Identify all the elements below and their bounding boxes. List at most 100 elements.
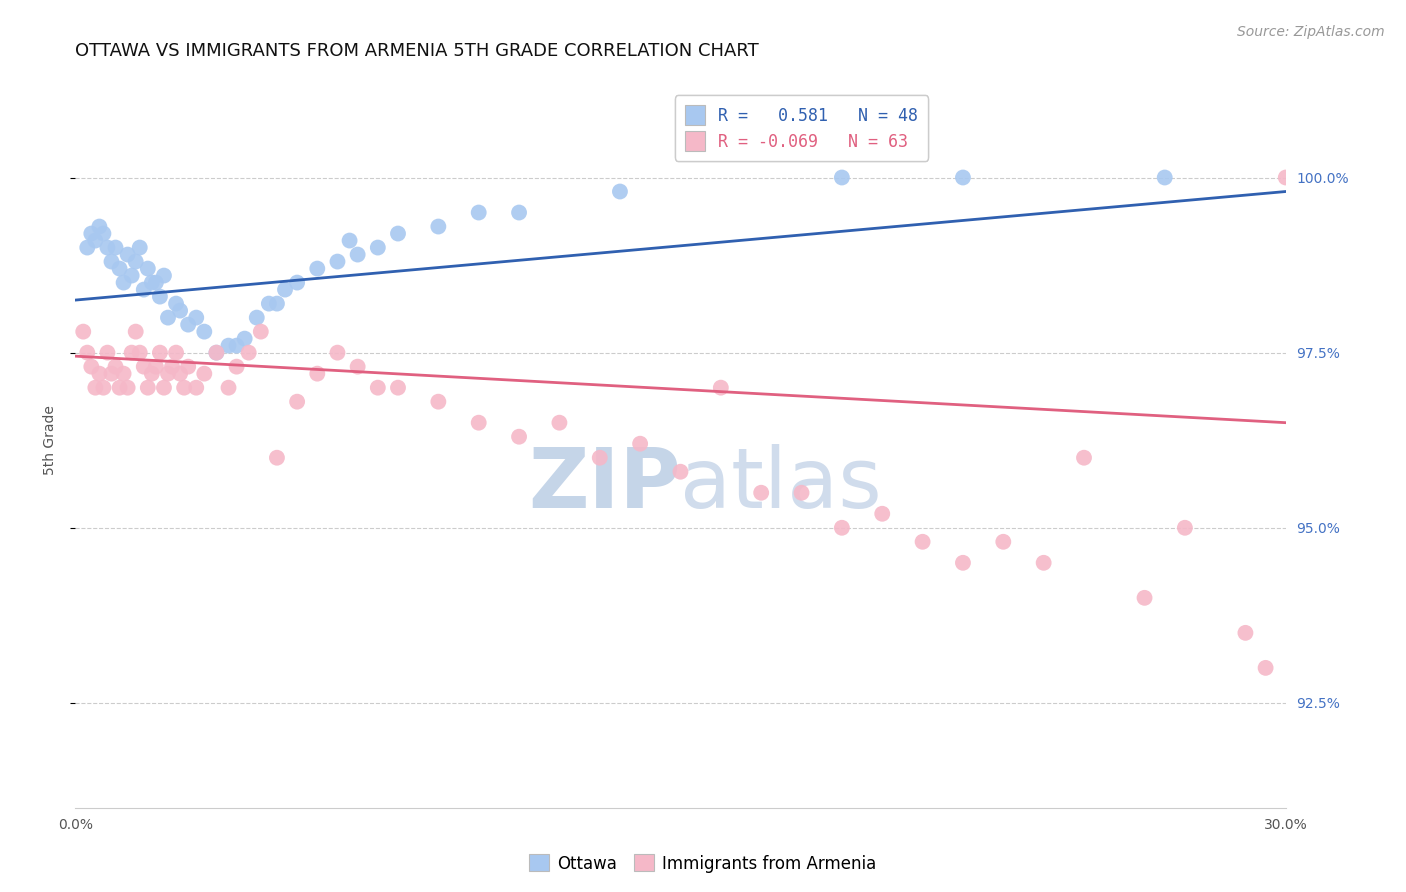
Point xyxy=(427,394,450,409)
Point xyxy=(193,367,215,381)
Point xyxy=(149,345,172,359)
Point xyxy=(125,325,148,339)
Point xyxy=(307,261,329,276)
Point xyxy=(156,367,179,381)
Point xyxy=(274,283,297,297)
Point xyxy=(80,227,103,241)
Point xyxy=(367,241,389,255)
Point xyxy=(104,241,127,255)
Point xyxy=(218,381,240,395)
Point xyxy=(1274,170,1296,185)
Point xyxy=(326,345,349,359)
Point xyxy=(80,359,103,374)
Point xyxy=(790,485,813,500)
Point xyxy=(153,381,176,395)
Point xyxy=(1073,450,1095,465)
Point xyxy=(285,394,308,409)
Point xyxy=(93,227,115,241)
Point xyxy=(72,325,94,339)
Text: atlas: atlas xyxy=(681,444,882,524)
Point xyxy=(169,367,191,381)
Point xyxy=(831,170,853,185)
Point xyxy=(112,367,135,381)
Point xyxy=(186,381,208,395)
Point xyxy=(952,170,974,185)
Point xyxy=(589,450,612,465)
Point xyxy=(339,234,361,248)
Point xyxy=(145,359,167,374)
Text: OTTAWA VS IMMIGRANTS FROM ARMENIA 5TH GRADE CORRELATION CHART: OTTAWA VS IMMIGRANTS FROM ARMENIA 5TH GR… xyxy=(75,42,759,60)
Point xyxy=(266,450,288,465)
Point xyxy=(136,381,159,395)
Point xyxy=(710,381,733,395)
Point xyxy=(831,521,853,535)
Point xyxy=(104,359,127,374)
Point xyxy=(508,430,530,444)
Point xyxy=(326,254,349,268)
Point xyxy=(1153,170,1175,185)
Point xyxy=(218,338,240,352)
Point xyxy=(128,241,150,255)
Point xyxy=(225,359,247,374)
Point xyxy=(177,359,200,374)
Point xyxy=(870,507,893,521)
Point xyxy=(609,185,631,199)
Point xyxy=(117,247,139,261)
Point xyxy=(149,290,172,304)
Point xyxy=(387,381,409,395)
Point xyxy=(238,345,260,359)
Text: ZIP: ZIP xyxy=(529,444,681,524)
Point xyxy=(96,241,118,255)
Point xyxy=(89,219,111,234)
Point xyxy=(136,261,159,276)
Point xyxy=(156,310,179,325)
Point xyxy=(1032,556,1054,570)
Point xyxy=(1133,591,1156,605)
Point xyxy=(1234,625,1257,640)
Point xyxy=(952,556,974,570)
Point xyxy=(89,367,111,381)
Point xyxy=(508,205,530,219)
Point xyxy=(307,367,329,381)
Point xyxy=(112,276,135,290)
Point xyxy=(467,205,489,219)
Point xyxy=(128,345,150,359)
Point xyxy=(427,219,450,234)
Point xyxy=(1174,521,1197,535)
Point xyxy=(165,345,187,359)
Point xyxy=(84,234,107,248)
Point xyxy=(467,416,489,430)
Point xyxy=(173,381,195,395)
Point xyxy=(387,227,409,241)
Point xyxy=(186,310,208,325)
Point xyxy=(285,276,308,290)
Point xyxy=(153,268,176,283)
Point xyxy=(96,345,118,359)
Point xyxy=(125,254,148,268)
Point xyxy=(169,303,191,318)
Point xyxy=(76,241,98,255)
Point xyxy=(249,325,271,339)
Point xyxy=(628,436,651,450)
Point xyxy=(346,359,368,374)
Point xyxy=(76,345,98,359)
Point xyxy=(246,310,269,325)
Point xyxy=(108,261,131,276)
Point xyxy=(266,296,288,310)
Point xyxy=(346,247,368,261)
Point xyxy=(177,318,200,332)
Point xyxy=(121,345,143,359)
Point xyxy=(205,345,228,359)
Point xyxy=(141,367,163,381)
Y-axis label: 5th Grade: 5th Grade xyxy=(44,405,58,475)
Point xyxy=(233,332,256,346)
Point xyxy=(548,416,571,430)
Point xyxy=(669,465,692,479)
Point xyxy=(205,345,228,359)
Point xyxy=(160,359,183,374)
Legend: Ottawa, Immigrants from Armenia: Ottawa, Immigrants from Armenia xyxy=(523,847,883,880)
Point xyxy=(911,534,934,549)
Point xyxy=(749,485,772,500)
Point xyxy=(108,381,131,395)
Point xyxy=(165,296,187,310)
